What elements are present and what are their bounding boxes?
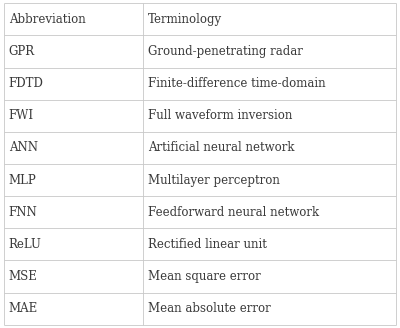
Text: Artificial neural network: Artificial neural network bbox=[148, 141, 294, 154]
Text: GPR: GPR bbox=[9, 45, 35, 58]
Text: Full waveform inversion: Full waveform inversion bbox=[148, 109, 292, 122]
Text: MSE: MSE bbox=[9, 270, 38, 283]
Text: Multilayer perceptron: Multilayer perceptron bbox=[148, 174, 280, 187]
Text: Abbreviation: Abbreviation bbox=[9, 13, 86, 26]
Text: Terminology: Terminology bbox=[148, 13, 222, 26]
Text: Mean square error: Mean square error bbox=[148, 270, 261, 283]
Text: Ground-penetrating radar: Ground-penetrating radar bbox=[148, 45, 303, 58]
Text: FDTD: FDTD bbox=[9, 77, 44, 90]
Text: Feedforward neural network: Feedforward neural network bbox=[148, 206, 319, 219]
Text: MAE: MAE bbox=[9, 302, 38, 315]
Text: Mean absolute error: Mean absolute error bbox=[148, 302, 271, 315]
Text: Finite-difference time-domain: Finite-difference time-domain bbox=[148, 77, 326, 90]
Text: FNN: FNN bbox=[9, 206, 38, 219]
Text: ANN: ANN bbox=[9, 141, 38, 154]
Text: Rectified linear unit: Rectified linear unit bbox=[148, 238, 267, 251]
Text: FWI: FWI bbox=[9, 109, 34, 122]
Text: ReLU: ReLU bbox=[9, 238, 42, 251]
Text: MLP: MLP bbox=[9, 174, 36, 187]
